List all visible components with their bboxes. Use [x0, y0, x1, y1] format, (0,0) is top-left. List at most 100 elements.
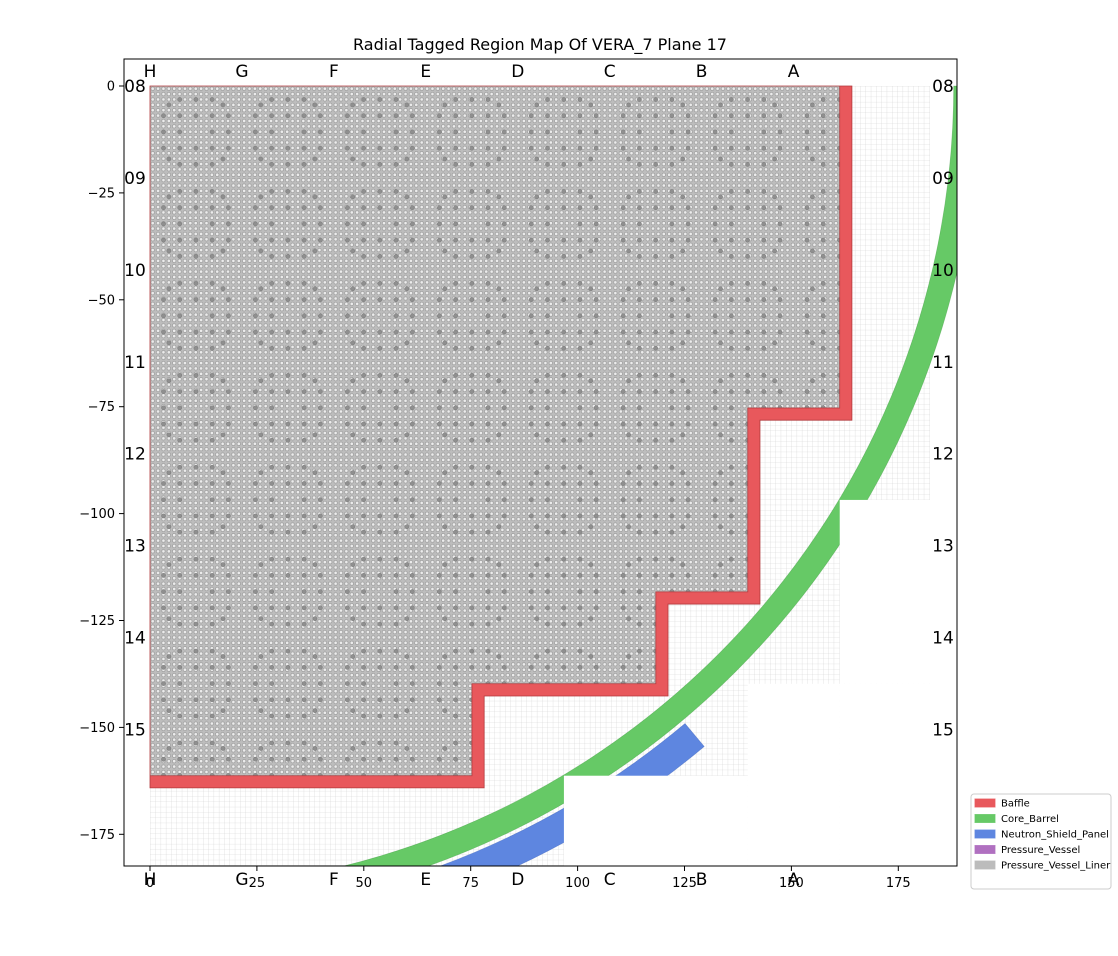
guide-tube-pin [226, 313, 231, 319]
guide-tube-pin [528, 205, 534, 210]
guide-tube-pin [361, 297, 366, 302]
guide-tube-pin [653, 345, 658, 351]
guide-tube-pin [442, 616, 448, 621]
guide-tube-pin [301, 697, 307, 703]
guide-tube-pin [820, 97, 826, 102]
guide-tube-pin [485, 345, 491, 351]
guide-tube-pin [404, 194, 410, 200]
legend-swatch [974, 845, 996, 854]
guide-tube-pin [409, 497, 415, 503]
guide-tube-pin [377, 421, 383, 427]
guide-tube-pin [220, 654, 226, 659]
guide-tube-pin [226, 129, 231, 135]
guide-tube-pin [626, 286, 631, 292]
guide-tube-pin [528, 605, 534, 611]
guide-tube-pin [409, 389, 415, 394]
guide-tube-pin [393, 189, 399, 194]
guide-tube-pin [729, 556, 734, 562]
guide-tube-pin [226, 389, 231, 394]
guide-tube-pin [226, 405, 231, 411]
guide-tube-pin [350, 102, 356, 108]
guide-tube-pin [469, 389, 475, 394]
guide-tube-pin [545, 573, 550, 578]
guide-tube-pin [804, 389, 810, 394]
guide-tube-pin [718, 194, 723, 200]
guide-tube-pin [669, 421, 675, 427]
guide-tube-pin [534, 194, 539, 200]
guide-tube-pin [209, 481, 215, 486]
guide-tube-pin [593, 297, 599, 302]
guide-tube-pin [561, 345, 567, 351]
guide-tube-pin [177, 129, 183, 135]
guide-tube-pin [209, 421, 215, 427]
guide-tube-pin [166, 708, 172, 713]
guide-tube-pin [577, 405, 583, 411]
guide-tube-pin [220, 156, 226, 162]
guide-tube-pin [761, 313, 767, 319]
guide-tube-pin [453, 129, 458, 135]
guide-tube-pin [561, 205, 567, 210]
guide-tube-pin [593, 421, 599, 427]
guide-tube-pin [285, 329, 291, 335]
guide-tube-pin [712, 145, 718, 151]
guide-tube-pin [345, 497, 350, 503]
guide-tube-pin [469, 437, 475, 443]
guide-tube-pin [777, 129, 783, 135]
guide-tube-pin [653, 113, 658, 119]
guide-tube-pin [345, 129, 350, 135]
guide-tube-pin [345, 681, 350, 686]
guide-tube-pin [588, 156, 594, 162]
guide-tube-pin [588, 654, 594, 659]
guide-tube-pin [285, 621, 291, 627]
guide-tube-pin [220, 524, 226, 530]
guide-tube-pin [350, 708, 356, 713]
guide-tube-pin [669, 237, 675, 243]
guide-tube-pin [669, 145, 675, 151]
guide-tube-pin [393, 665, 399, 670]
guide-tube-pin [258, 616, 264, 621]
guide-tube-pin [393, 162, 399, 167]
guide-tube-pin [442, 524, 448, 530]
guide-tube-pin [312, 340, 318, 346]
guide-tube-pin [528, 113, 534, 119]
guide-tube-pin [409, 113, 415, 119]
guide-tube-pin [561, 189, 567, 194]
guide-tube-pin [772, 248, 777, 254]
guide-tube-pin [496, 470, 502, 475]
guide-tube-pin [377, 513, 383, 519]
guide-tube-pin [226, 329, 231, 335]
guide-tube-pin [301, 437, 307, 443]
guide-tube-pin [345, 313, 350, 319]
guide-tube-pin [393, 713, 399, 719]
guide-tube-pin [209, 297, 215, 302]
guide-tube-pin [361, 605, 366, 611]
guide-tube-pin [761, 145, 767, 151]
guide-tube-pin [177, 97, 183, 102]
guide-tube-pin [453, 621, 458, 627]
x-tick-label: 75 [462, 876, 479, 891]
guide-tube-pin [772, 378, 777, 384]
guide-tube-pin [545, 589, 550, 594]
guide-tube-pin [285, 756, 291, 762]
guide-tube-pin [485, 205, 491, 210]
guide-tube-pin [528, 313, 534, 319]
guide-tube-pin [361, 437, 366, 443]
guide-tube-pin [469, 481, 475, 486]
guide-tube-pin [253, 481, 258, 486]
guide-tube-pin [377, 189, 383, 194]
guide-tube-pin [528, 145, 534, 151]
guide-tube-pin [620, 237, 626, 243]
guide-tube-pin [712, 389, 718, 394]
guide-tube-pin [318, 605, 323, 611]
guide-tube-pin [220, 708, 226, 713]
guide-tube-pin [729, 145, 734, 151]
guide-tube-pin [345, 113, 350, 119]
guide-tube-pin [810, 194, 815, 200]
guide-tube-pin [653, 205, 658, 210]
guide-tube-pin [193, 556, 199, 562]
guide-tube-pin [729, 254, 734, 259]
guide-tube-pin [393, 254, 399, 259]
guide-tube-pin [269, 621, 274, 627]
guide-tube-pin [442, 708, 448, 713]
guide-tube-pin [820, 297, 826, 302]
